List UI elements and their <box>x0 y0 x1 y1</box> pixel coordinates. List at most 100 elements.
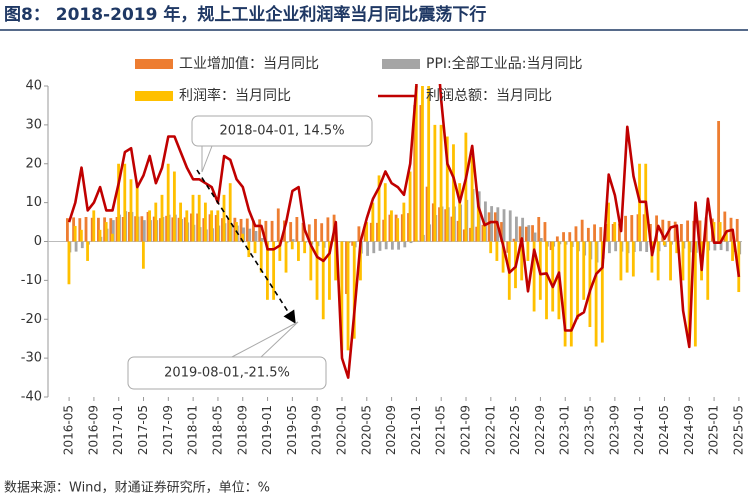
bar <box>464 132 468 242</box>
bar <box>439 124 443 242</box>
bar <box>512 238 516 242</box>
y-tick-label: 30 <box>25 117 42 132</box>
bar <box>97 217 100 242</box>
bar <box>427 86 431 242</box>
bar <box>266 241 269 300</box>
x-tick-label: 2025-01 <box>707 405 721 455</box>
bar <box>717 120 721 242</box>
callout <box>191 115 373 147</box>
bar <box>600 241 604 343</box>
bar <box>203 202 207 242</box>
bar <box>500 222 503 242</box>
bar <box>476 202 480 242</box>
bar <box>264 220 268 242</box>
bar <box>524 226 528 242</box>
bar <box>508 210 512 242</box>
bar <box>489 241 493 254</box>
x-tick-label: 2024-01 <box>632 405 646 455</box>
x-tick-label: 2020-09 <box>384 405 398 455</box>
bar <box>555 236 559 242</box>
source: 数据来源：Wind，财通证券研究所，单位：% <box>4 480 270 496</box>
bar <box>662 241 666 246</box>
bar <box>687 241 691 339</box>
bar <box>520 241 524 281</box>
bar <box>115 217 119 242</box>
annotation: 2018-04-01, 14.5% <box>219 124 344 139</box>
bar <box>111 220 115 242</box>
series-area <box>66 84 742 379</box>
bar <box>414 86 418 242</box>
bar <box>599 227 603 242</box>
bar <box>484 201 487 242</box>
bar <box>605 224 609 242</box>
bar <box>74 241 78 252</box>
x-tick-label: 2016-09 <box>86 405 100 455</box>
bar <box>366 241 369 256</box>
bar <box>79 229 83 242</box>
bar <box>611 224 615 242</box>
x-tick-label: 2017-01 <box>111 405 125 455</box>
bar <box>408 171 412 242</box>
bar <box>452 144 455 242</box>
bar <box>396 218 400 242</box>
bar <box>171 217 175 242</box>
x-tick-label: 2019-01 <box>260 405 274 455</box>
bar <box>376 222 379 242</box>
bar <box>614 241 618 252</box>
bar <box>377 175 381 242</box>
legend-swatch <box>135 91 173 101</box>
bar <box>495 241 499 261</box>
bar <box>574 226 578 242</box>
bar <box>183 217 187 242</box>
x-tick-label: 2020-01 <box>334 405 348 455</box>
bar <box>562 232 565 242</box>
bar <box>90 217 94 242</box>
bar <box>713 241 717 251</box>
bar <box>390 210 393 242</box>
bar <box>490 206 494 242</box>
bar <box>543 222 547 242</box>
bar <box>630 215 634 242</box>
bar <box>140 216 144 242</box>
arrow <box>196 169 296 324</box>
bar <box>295 217 299 242</box>
bar <box>407 213 410 242</box>
bar <box>438 207 441 242</box>
bar <box>686 220 690 242</box>
bar <box>502 209 506 242</box>
x-tick-label: 2018-01 <box>186 405 200 455</box>
bar <box>98 229 102 242</box>
bar <box>352 241 356 339</box>
bar <box>450 216 454 242</box>
bar <box>433 124 437 242</box>
bar <box>253 241 257 254</box>
bar <box>260 238 264 242</box>
bar <box>625 241 629 273</box>
bar <box>586 227 590 242</box>
bar <box>371 202 375 242</box>
bar <box>372 241 376 254</box>
bar <box>289 222 293 242</box>
bar <box>197 194 201 242</box>
bar <box>141 241 145 269</box>
bar <box>166 163 170 242</box>
x-tick-label: 2024-09 <box>682 405 696 455</box>
callout <box>127 356 327 390</box>
bar <box>315 241 319 300</box>
bar <box>698 220 702 242</box>
bar <box>681 241 685 281</box>
bar <box>607 202 610 242</box>
bar <box>383 183 387 242</box>
bar <box>216 210 220 242</box>
bar <box>731 241 734 261</box>
bar <box>272 241 276 300</box>
bar <box>72 217 76 242</box>
x-tick-label: 2021-09 <box>459 405 473 455</box>
bar <box>506 241 510 253</box>
bar <box>84 217 88 242</box>
x-tick-label: 2017-09 <box>161 405 175 455</box>
bar <box>470 155 474 242</box>
bar <box>526 241 530 261</box>
bar <box>363 224 367 242</box>
